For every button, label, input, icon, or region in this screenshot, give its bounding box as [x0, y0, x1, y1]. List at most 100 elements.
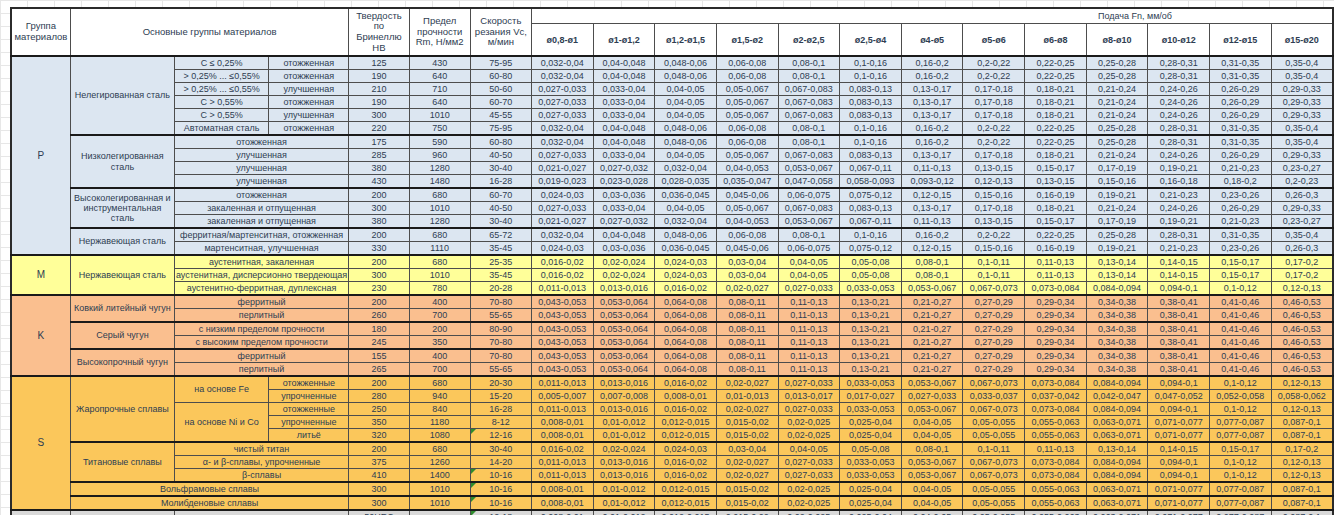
- feed-cell[interactable]: 0,063-0,071: [1086, 510, 1148, 515]
- feed-cell[interactable]: 0,024-0,03: [655, 442, 717, 456]
- feed-cell[interactable]: 0,25-0,28: [1086, 228, 1148, 242]
- material-label-cell[interactable]: Жаропрочные сплавы: [70, 376, 174, 442]
- feed-cell[interactable]: 0,03-0,04: [716, 255, 778, 269]
- feed-cell[interactable]: 0,23-0,26: [1210, 188, 1272, 202]
- feed-cell[interactable]: 0,13-0,21: [840, 309, 902, 323]
- feed-cell[interactable]: 0,063-0,071: [1086, 429, 1148, 443]
- feed-cell[interactable]: 0,13-0,17: [901, 202, 963, 215]
- feed-cell[interactable]: 0,027-0,033: [778, 376, 840, 390]
- feed-cell[interactable]: 0,073-0,084: [1025, 403, 1087, 416]
- feed-cell[interactable]: 0,24-0,26: [1148, 83, 1210, 96]
- material-label-cell[interactable]: C > 0,55%: [174, 109, 268, 122]
- feed-cell[interactable]: 0,048-0,06: [655, 135, 717, 149]
- feed-cell[interactable]: 0,08-0,1: [778, 135, 840, 149]
- feed-cell[interactable]: 0,01-0,012: [593, 429, 655, 443]
- speed-cell[interactable]: 20-30: [470, 376, 531, 390]
- feed-cell[interactable]: 0,021-0,027: [531, 162, 593, 175]
- feed-cell[interactable]: 0,28-0,31: [1148, 122, 1210, 136]
- speed-cell[interactable]: 25-35: [470, 255, 531, 269]
- speed-cell[interactable]: 45-55: [470, 109, 531, 122]
- strength-cell[interactable]: 400: [409, 295, 470, 309]
- feed-cell[interactable]: 0,38-0,41: [1148, 309, 1210, 323]
- material-label-cell[interactable]: Нержавеющая сталь: [70, 255, 174, 295]
- feed-cell[interactable]: 0,08-0,11: [716, 363, 778, 377]
- feed-cell[interactable]: 0,35-0,4: [1271, 122, 1333, 136]
- feed-cell[interactable]: 0,15-0,16: [963, 242, 1025, 256]
- feed-cell[interactable]: 0,17-0,2: [1271, 255, 1333, 269]
- feed-cell[interactable]: 0,35-0,4: [1271, 135, 1333, 149]
- feed-cell[interactable]: 0,13-0,15: [1025, 175, 1087, 189]
- feed-cell[interactable]: 0,01-0,012: [593, 496, 655, 510]
- hardness-cell[interactable]: 200: [349, 295, 409, 309]
- feed-cell[interactable]: 0,17-0,18: [963, 149, 1025, 162]
- strength-cell[interactable]: 1180: [409, 416, 470, 429]
- strength-cell[interactable]: 680: [409, 442, 470, 456]
- feed-cell[interactable]: 0,28-0,31: [1148, 135, 1210, 149]
- feed-cell[interactable]: 0,1-0,16: [840, 228, 902, 242]
- feed-cell[interactable]: 0,053-0,067: [901, 403, 963, 416]
- feed-cell[interactable]: 0,41-0,46: [1210, 349, 1272, 363]
- material-label-cell[interactable]: C > 0,55%: [174, 96, 268, 109]
- speed-cell[interactable]: 16-28: [470, 175, 531, 189]
- feed-cell[interactable]: 0,46-0,53: [1271, 349, 1333, 363]
- feed-cell[interactable]: 0,12-0,13: [1271, 456, 1333, 469]
- hardness-cell[interactable]: 175: [349, 135, 409, 149]
- feed-cell[interactable]: 0,15-0,17: [1210, 269, 1272, 282]
- feed-cell[interactable]: 0,084-0,094: [1086, 469, 1148, 483]
- feed-cell[interactable]: 0,2-0,22: [963, 122, 1025, 136]
- feed-cell[interactable]: 0,27-0,29: [963, 322, 1025, 336]
- feed-cell[interactable]: 0,21-0,24: [1086, 96, 1148, 109]
- hardness-cell[interactable]: 260: [349, 309, 409, 323]
- material-label-cell[interactable]: Автоматная сталь: [174, 122, 268, 136]
- feed-cell[interactable]: 0,05-0,055: [963, 496, 1025, 510]
- feed-cell[interactable]: 0,027-0,033: [531, 96, 593, 109]
- feed-cell[interactable]: 0,094-0,1: [1148, 469, 1210, 483]
- diameter-column-header[interactable]: ø2,5-ø4: [840, 24, 902, 56]
- feed-cell[interactable]: 0,011-0,013: [531, 282, 593, 296]
- feed-cell[interactable]: 0,027-0,033: [778, 456, 840, 469]
- hardness-cell[interactable]: 190: [349, 96, 409, 109]
- speed-cell[interactable]: 30-40: [470, 442, 531, 456]
- feed-cell[interactable]: 0,05-0,067: [716, 83, 778, 96]
- feed-cell[interactable]: 0,1-0,16: [840, 135, 902, 149]
- feed-cell[interactable]: 0,016-0,02: [531, 269, 593, 282]
- material-label-cell[interactable]: упрочненные: [269, 390, 349, 403]
- feed-cell[interactable]: 0,077-0,087: [1210, 510, 1272, 515]
- feed-cell[interactable]: 0,38-0,41: [1148, 349, 1210, 363]
- feed-cell[interactable]: 0,02-0,025: [778, 496, 840, 510]
- hardness-cell[interactable]: 200: [349, 255, 409, 269]
- strength-cell[interactable]: 680: [409, 228, 470, 242]
- material-label-cell[interactable]: ферритная/мартенситная, отожженная: [174, 228, 348, 242]
- hardness-cell[interactable]: 200: [349, 376, 409, 390]
- feed-cell[interactable]: 0,05-0,055: [963, 416, 1025, 429]
- feed-cell[interactable]: 0,033-0,04: [593, 83, 655, 96]
- feed-cell[interactable]: 0,04-0,05: [778, 269, 840, 282]
- feed-cell[interactable]: 0,2-0,22: [963, 228, 1025, 242]
- feed-cell[interactable]: 0,13-0,17: [901, 109, 963, 122]
- feed-cell[interactable]: 0,015-0,02: [716, 482, 778, 496]
- feed-cell[interactable]: 0,02-0,024: [593, 255, 655, 269]
- feed-cell[interactable]: 0,13-0,17: [901, 96, 963, 109]
- feed-cell[interactable]: 0,033-0,053: [840, 456, 902, 469]
- material-label-cell[interactable]: ферритный: [174, 349, 348, 363]
- feed-cell[interactable]: 0,11-0,13: [778, 336, 840, 350]
- feed-cell[interactable]: 0,067-0,083: [778, 149, 840, 162]
- feed-cell[interactable]: 0,13-0,21: [840, 349, 902, 363]
- material-label-cell[interactable]: β-сплавы: [174, 469, 348, 483]
- feed-cell[interactable]: 0,073-0,084: [1025, 282, 1087, 296]
- feed-cell[interactable]: 0,055-0,063: [1025, 482, 1087, 496]
- speed-cell[interactable]: 60-70: [470, 188, 531, 202]
- feed-cell[interactable]: 0,11-0,13: [1025, 255, 1087, 269]
- speed-cell[interactable]: 12-16: [470, 429, 531, 443]
- feed-cell[interactable]: 0,22-0,25: [1025, 135, 1087, 149]
- material-label-cell[interactable]: закаленная и отпущенная: [174, 215, 348, 229]
- speed-cell[interactable]: 70-80: [470, 349, 531, 363]
- feed-cell[interactable]: 0,093-0,12: [901, 175, 963, 189]
- feed-cell[interactable]: 0,033-0,053: [840, 403, 902, 416]
- feed-cell[interactable]: 0,26-0,29: [1210, 96, 1272, 109]
- material-label-cell[interactable]: C ≤ 0,25%: [174, 56, 268, 70]
- material-label-cell[interactable]: перлитный: [174, 309, 348, 323]
- hardness-cell[interactable]: 430: [349, 175, 409, 189]
- feed-cell[interactable]: 0,11-0,13: [901, 215, 963, 229]
- feed-cell[interactable]: 0,18-0,2: [1210, 175, 1272, 189]
